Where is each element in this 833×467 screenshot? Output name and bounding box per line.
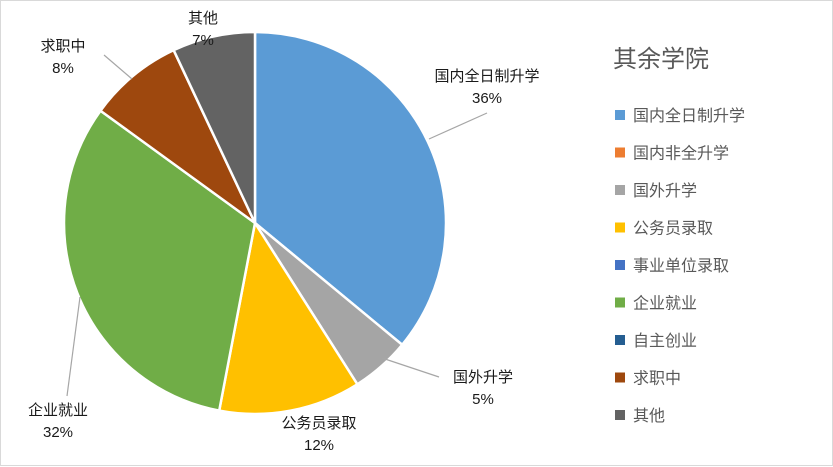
leader-line-5	[103, 54, 133, 80]
legend-label-6: 企业就业	[633, 295, 697, 313]
legend-label-5: 事业单位录取	[633, 257, 729, 275]
legend-swatch-2	[615, 147, 625, 158]
slice-label-name-1: 国内全日制升学	[434, 67, 539, 85]
slice-label-value-4: 32%	[43, 424, 73, 441]
legend-label-8: 求职中	[633, 370, 681, 388]
legend-label-1: 国内全日制升学	[633, 107, 745, 125]
slice-label-value-6: 7%	[192, 32, 214, 49]
slice-label-name-2: 国外升学	[453, 369, 513, 386]
leader-line-1	[428, 112, 488, 140]
slice-label-name-4: 企业就业	[28, 401, 88, 419]
legend-swatch-9	[615, 410, 625, 420]
legend-swatch-5	[615, 260, 625, 270]
leader-line-4	[66, 296, 81, 397]
legend-swatch-1	[615, 110, 625, 120]
legend-swatch-3	[615, 185, 625, 195]
slice-label-value-3: 12%	[304, 437, 334, 454]
legend-swatch-7	[615, 335, 625, 345]
pie-slice-3	[217, 221, 359, 416]
slice-label-name-5: 求职中	[40, 38, 85, 55]
legend-swatch-8	[615, 372, 625, 383]
slice-label-value-5: 8%	[52, 60, 74, 77]
slice-label-value-2: 5%	[472, 391, 494, 408]
legend-swatch-6	[615, 297, 625, 308]
slice-label-value-1: 36%	[472, 90, 502, 107]
pie-slice-1	[253, 30, 448, 346]
pie-slice-6	[172, 30, 257, 225]
legend-label-4: 公务员录取	[633, 220, 713, 238]
legend-title: 其余学院	[613, 46, 709, 73]
leader-lines	[66, 54, 488, 397]
slice-label-name-3: 公务员录取	[281, 415, 356, 432]
pie-slice-5	[99, 48, 257, 225]
legend-label-9: 其他	[633, 407, 665, 425]
legend-label-7: 自主创业	[633, 332, 697, 350]
legend-swatch-4	[615, 222, 625, 233]
slice-label-name-6: 其他	[188, 10, 218, 27]
pie-slice-4	[62, 109, 257, 412]
leader-line-2	[381, 357, 440, 378]
legend-label-2: 国内非全升学	[633, 145, 729, 163]
legend: 其余学院 国内全日制升学国内非全升学国外升学公务员录取事业单位录取企业就业自主创…	[613, 46, 745, 425]
data-labels: 国内全日制升学 36% 国外升学 5% 公务员录取 12% 企业就业 32% 求职中 8% 其他 7%	[28, 10, 540, 454]
pie-slices	[62, 30, 448, 416]
legend-label-3: 国外升学	[633, 182, 697, 200]
